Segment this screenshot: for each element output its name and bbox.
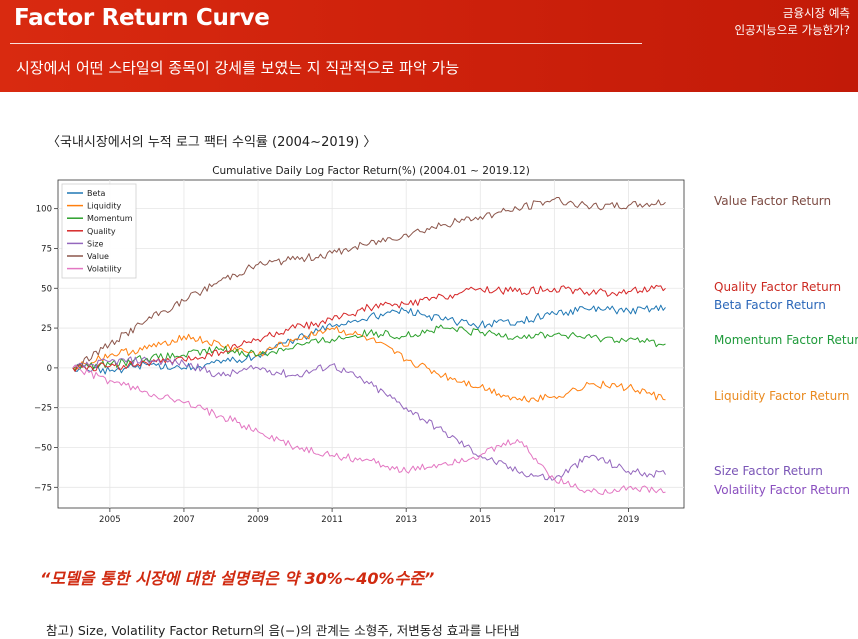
label-quality-factor: Quality Factor Return (714, 280, 842, 294)
legend-label-liquidity: Liquidity (87, 202, 121, 211)
series-line-momentum (72, 324, 666, 371)
x-tick-label: 2005 (99, 515, 121, 525)
series-line-volatility (72, 364, 666, 495)
x-tick-label: 2019 (618, 515, 640, 525)
y-tick-label: 50 (41, 284, 52, 294)
legend-label-quality: Quality (87, 227, 116, 236)
footnote: 참고) Size, Volatility Factor Return의 음(−)… (46, 623, 520, 638)
corner-line-1: 금융시장 예측 (782, 6, 850, 20)
x-tick-label: 2017 (544, 515, 566, 525)
label-beta-factor: Beta Factor Return (714, 298, 826, 312)
label-size-factor: Size Factor Return (714, 464, 823, 478)
chart-title: Cumulative Daily Log Factor Return(%) (2… (212, 165, 530, 177)
y-tick-label: 100 (36, 205, 52, 215)
legend-label-volatility: Volatility (87, 265, 122, 274)
chart-caption: 〈국내시장에서의 누적 로그 팩터 수익률 (2004~2019) 〉 (47, 135, 377, 150)
series-line-liquidity (72, 326, 666, 403)
x-tick-label: 2009 (247, 515, 269, 525)
label-value-factor: Value Factor Return (714, 194, 832, 208)
y-tick-label: −50 (34, 443, 52, 453)
x-tick-label: 2013 (395, 515, 417, 525)
legend-label-beta: Beta (87, 189, 106, 198)
plot-area (57, 179, 685, 509)
series-line-value (72, 197, 666, 369)
legend-label-size: Size (87, 239, 104, 248)
series-line-beta (72, 304, 666, 375)
label-volatility-factor: Volatility Factor Return (714, 483, 851, 497)
legend-label-momentum: Momentum (87, 214, 133, 223)
y-tick-label: −25 (34, 404, 52, 414)
x-tick-label: 2015 (469, 515, 491, 525)
label-momentum-factor: Momentum Factor Return (714, 333, 858, 347)
y-tick-label: 0 (47, 364, 52, 374)
header-banner: Factor Return Curve 시장에서 어떤 스타일의 종목이 강세를… (0, 0, 858, 92)
x-tick-label: 2011 (321, 515, 343, 525)
slide-subtitle: 시장에서 어떤 스타일의 종목이 강세를 보였는 지 직관적으로 파악 가능 (16, 59, 460, 77)
corner-tag: 금융시장 예측 인공지능으로 가능한가? (734, 5, 850, 39)
title-divider (10, 43, 642, 44)
label-liquidity-factor: Liquidity Factor Return (714, 389, 850, 403)
series-line-size (72, 356, 666, 481)
corner-line-2: 인공지능으로 가능한가? (734, 23, 850, 37)
legend-label-value: Value (87, 252, 109, 261)
y-tick-label: −75 (34, 483, 52, 493)
slide-title: Factor Return Curve (14, 5, 270, 31)
y-tick-label: 75 (41, 244, 52, 254)
y-tick-label: 25 (41, 324, 52, 334)
key-quote: “모델을 통한 시장에 대한 설명력은 약 30%~40%수준” (40, 569, 435, 588)
x-tick-label: 2007 (173, 515, 195, 525)
